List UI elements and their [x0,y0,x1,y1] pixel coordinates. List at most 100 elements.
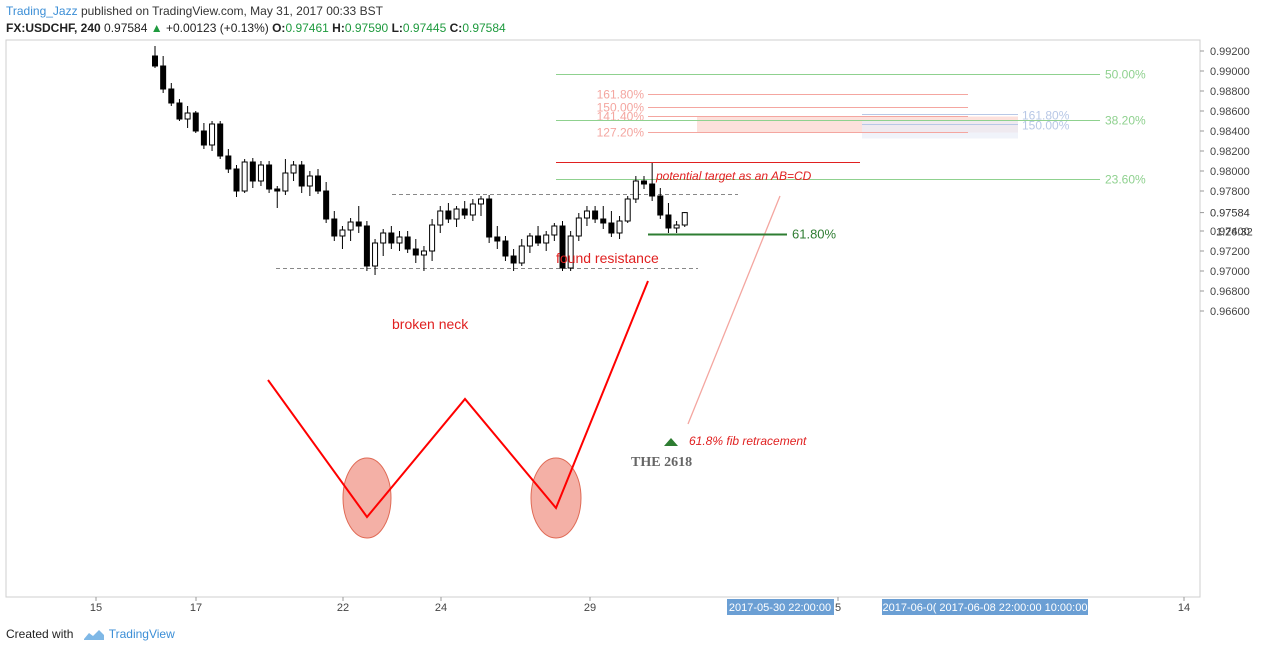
candle-body [657,195,664,216]
candle-body [184,112,191,120]
last-price: 0.97584 [104,21,148,35]
candle-body [543,234,550,244]
candle-body [323,190,330,220]
candle-body [298,164,305,187]
candle-body [575,217,582,237]
symbol-line: FX:USDCHF, 240 0.97584 ▲ +0.00123 (+0.13… [6,20,506,37]
candle-body [461,208,468,216]
bottom-circle-1 [342,457,392,539]
candle-body [200,130,207,146]
candle-body [339,229,346,237]
candle-body [306,175,313,187]
tradingview-logo-icon [83,629,104,640]
candle-body [331,218,338,237]
box-fib-label: 161.80% [1022,109,1070,123]
fib-ext-label: 127.20% [597,126,645,140]
fib-ext-label: 161.80% [597,88,645,102]
candle-body [315,175,321,192]
the-2618-label: THE 2618 [631,455,692,470]
retracement-note: 61.8% fib retracement [689,434,807,448]
candle-body [518,245,525,264]
candle-body [257,164,264,182]
tradingview-link[interactable]: TradingView [108,627,175,641]
candle-body [641,180,647,185]
y-tick-label: 0.98200 [1210,146,1250,158]
candle-body [429,224,436,252]
y-tick-label: 0.97584 [1210,208,1250,220]
time-badge-label: 2017-06-0( 2017-06-08 22:00:00 10:00:00 [883,602,1088,614]
candle-body [290,164,297,174]
plot-area [5,39,1201,598]
candle-body [396,236,403,244]
fib-ext-label: 150.00% [597,101,645,115]
chart-header: Trading_Jazz published on TradingView.co… [6,3,506,37]
candle-body [608,222,615,234]
candle-body [616,220,623,234]
price-change: +0.00123 (+0.13%) [166,21,269,35]
candle-body [192,112,199,132]
time-badge [727,599,834,615]
y-tick-label: 0.99000 [1210,66,1250,78]
candle-body [363,225,370,267]
x-tick-label: 24 [435,602,447,614]
low-value: 0.97445 [402,21,447,35]
candle-body [526,235,533,247]
author-link[interactable]: Trading_Jazz [6,4,78,18]
candle-body [225,155,232,170]
candle-body [176,102,183,120]
candle-body [241,161,248,192]
found-resistance-label: found resistance [556,250,659,266]
time-badge [882,599,1088,615]
y-tick-label: 0.99200 [1210,46,1250,58]
published-text: published on TradingView.com, May 31, 20… [80,4,383,18]
candle-body [168,88,175,104]
candle-body [266,164,273,190]
close-label: C: [449,21,463,35]
candle-body [372,242,379,267]
candle-body [665,214,672,229]
open-value: 0.97461 [285,21,329,35]
y-tick-label: 0.96800 [1210,286,1250,298]
x-tick-label: 5 [835,602,841,614]
candle-body [412,248,419,256]
candle-body [233,168,240,192]
double-bottom-pattern [267,280,649,519]
candle-body [551,225,558,236]
y-tick-label: 0.98400 [1210,126,1250,138]
candle-body [469,203,476,216]
bottom-circle-2 [530,457,582,539]
fib-ext-label: 141.40% [597,110,645,124]
candle-body [445,210,452,220]
created-with-text: Created with [6,627,74,641]
target-zone-inner [862,120,1018,139]
up-arrow-icon: ▲ [150,21,163,35]
x-tick-label: 15 [90,602,102,614]
candle-body [388,232,395,244]
candle-body [502,240,509,257]
candle-body [282,172,289,192]
y-tick-label: 0.98600 [1210,106,1250,118]
candle-body [649,183,656,197]
x-tick-label: 17 [190,602,202,614]
candle-body [681,212,688,226]
retracement-level-label: 61.80% [792,227,837,242]
fib-ret-label: 23.60% [1105,173,1146,187]
y-tick-label: 0.97000 [1210,266,1250,278]
candle-body [600,218,607,224]
y-tick-label: 0.98800 [1210,86,1250,98]
high-label: H: [332,21,345,35]
candle-body [274,188,281,192]
candle-body [510,255,517,264]
target-note: potential target as an AB=CD [655,169,812,183]
x-tick-label: 29 [584,602,596,614]
candle-body [673,224,680,229]
candle-body [592,210,599,220]
candle-body [486,198,493,238]
footer: Created with TradingView [6,627,175,641]
y-tick-label: 0.98000 [1210,166,1250,178]
candle-body [478,198,484,205]
candle-body [535,235,542,244]
candle-body [583,210,590,219]
candle-body [494,236,501,242]
